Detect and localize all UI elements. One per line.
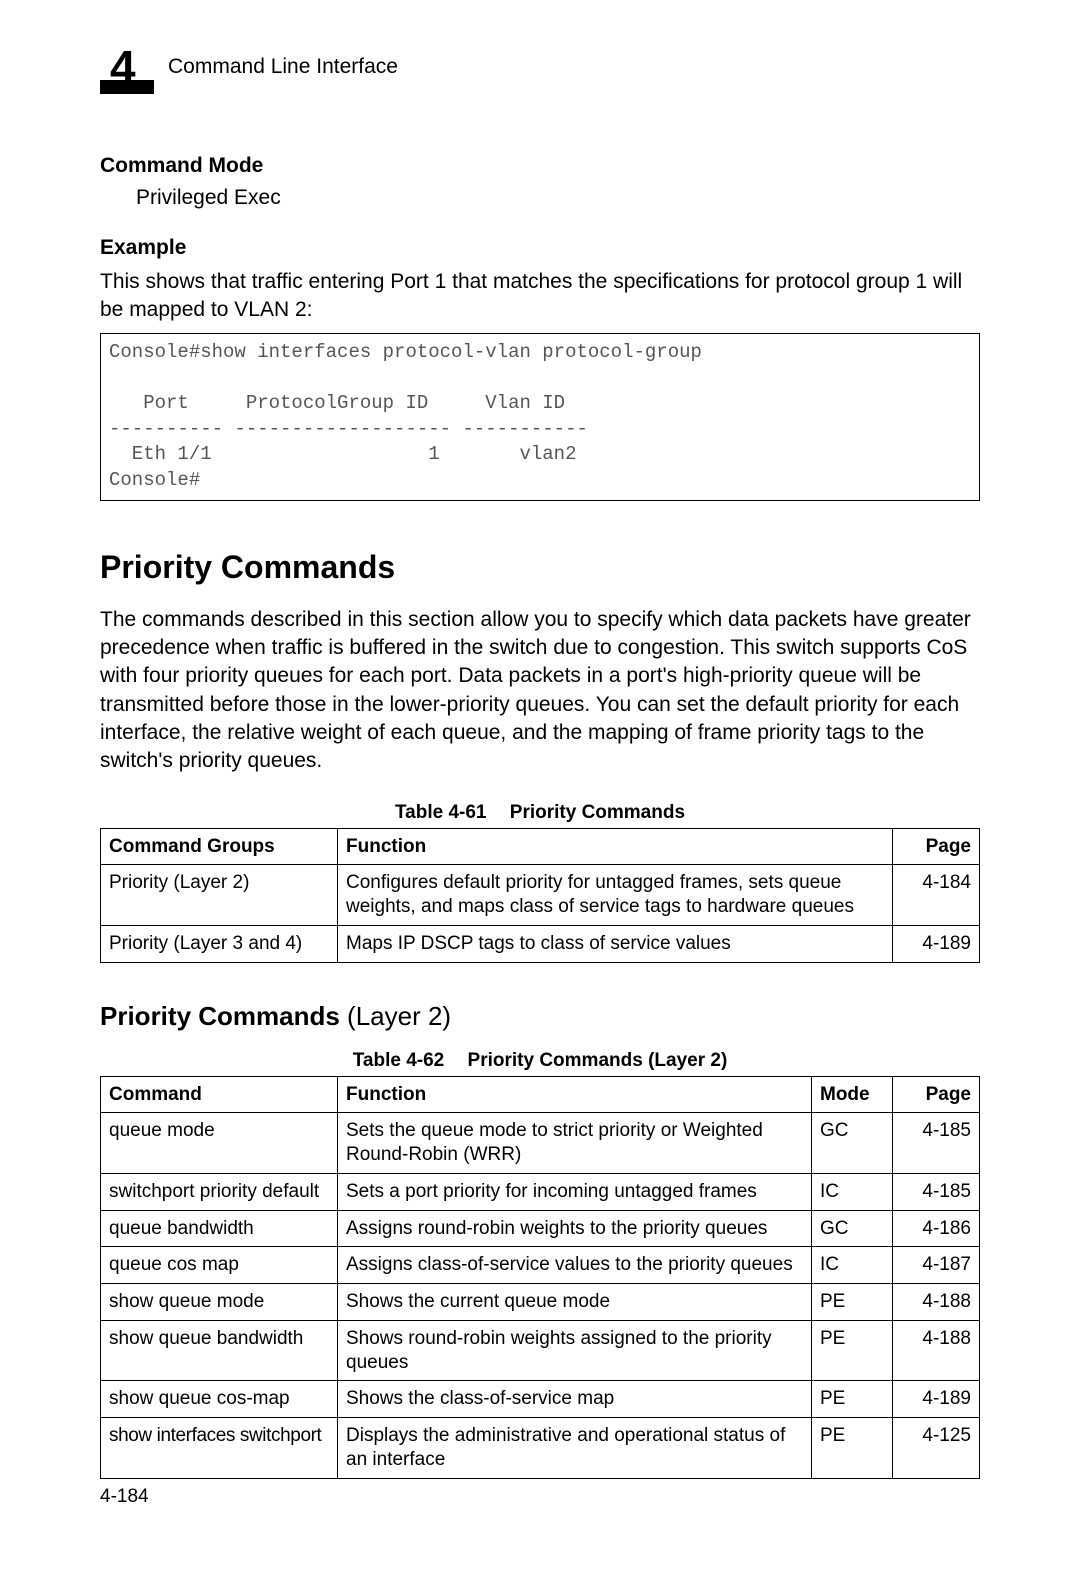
table-row: show interfaces switchport Displays the … <box>101 1418 980 1479</box>
table-row: Command Function Mode Page <box>101 1076 980 1113</box>
table-cell: 4-185 <box>893 1173 980 1210</box>
subsection-title-bold: Priority Commands <box>100 1001 340 1031</box>
table-row: queue cos map Assigns class-of-service v… <box>101 1247 980 1284</box>
table-cell: PE <box>812 1320 893 1381</box>
table-cell: Shows the current queue mode <box>338 1284 812 1321</box>
table-cell: show queue cos-map <box>101 1381 338 1418</box>
example-code-block: Console#show interfaces protocol-vlan pr… <box>100 333 980 501</box>
table-cell: GC <box>812 1113 893 1174</box>
table-cell: GC <box>812 1210 893 1247</box>
table-cell: Shows round-robin weights assigned to th… <box>338 1320 812 1381</box>
table-cell: 4-189 <box>893 1381 980 1418</box>
table-cell: Assigns class-of-service values to the p… <box>338 1247 812 1284</box>
table-cell: Maps IP DSCP tags to class of service va… <box>338 925 893 962</box>
table-header: Command <box>101 1076 338 1113</box>
table-cell: queue mode <box>101 1113 338 1174</box>
header-title: Command Line Interface <box>168 55 398 79</box>
table-row: show queue mode Shows the current queue … <box>101 1284 980 1321</box>
table-cell: 4-185 <box>893 1113 980 1174</box>
table-61: Command Groups Function Page Priority (L… <box>100 828 980 963</box>
table-cell: IC <box>812 1173 893 1210</box>
priority-commands-para: The commands described in this section a… <box>100 606 980 776</box>
chapter-number-icon: 4 <box>100 40 154 94</box>
table-cell: 4-188 <box>893 1320 980 1381</box>
table-cell: show queue bandwidth <box>101 1320 338 1381</box>
table-header: Function <box>338 828 893 865</box>
table-cell: queue bandwidth <box>101 1210 338 1247</box>
table-row: show queue bandwidth Shows round-robin w… <box>101 1320 980 1381</box>
priority-commands-layer2-title: Priority Commands (Layer 2) <box>100 1001 980 1032</box>
table-cell: 4-187 <box>893 1247 980 1284</box>
table-cell: Configures default priority for untagged… <box>338 865 893 926</box>
document-page: 4 Command Line Interface Command Mode Pr… <box>0 0 1080 1570</box>
table-cell: show interfaces switchport <box>101 1418 338 1479</box>
example-heading: Example <box>100 236 980 260</box>
table-row: Priority (Layer 3 and 4) Maps IP DSCP ta… <box>101 925 980 962</box>
page-header: 4 Command Line Interface <box>100 40 980 94</box>
table-61-caption-num: Table 4-61 <box>395 802 487 823</box>
chapter-number-glyph: 4 <box>110 41 136 93</box>
table-row: queue mode Sets the queue mode to strict… <box>101 1113 980 1174</box>
table-62: Command Function Mode Page queue mode Se… <box>100 1076 980 1479</box>
table-cell: Priority (Layer 3 and 4) <box>101 925 338 962</box>
priority-commands-title: Priority Commands <box>100 549 980 586</box>
example-description: This shows that traffic entering Port 1 … <box>100 268 980 325</box>
command-mode-heading: Command Mode <box>100 154 980 178</box>
table-cell: PE <box>812 1381 893 1418</box>
table-cell: queue cos map <box>101 1247 338 1284</box>
table-cell: 4-188 <box>893 1284 980 1321</box>
table-header: Command Groups <box>101 828 338 865</box>
table-cell: show queue mode <box>101 1284 338 1321</box>
table-cell: Displays the administrative and operatio… <box>338 1418 812 1479</box>
table-cell: 4-184 <box>893 865 980 926</box>
table-cell: Priority (Layer 2) <box>101 865 338 926</box>
table-62-caption: Table 4-62 Priority Commands (Layer 2) <box>100 1050 980 1072</box>
table-61-caption: Table 4-61 Priority Commands <box>100 802 980 824</box>
table-header: Function <box>338 1076 812 1113</box>
table-row: Command Groups Function Page <box>101 828 980 865</box>
table-61-caption-title: Priority Commands <box>510 802 685 823</box>
table-cell: Shows the class-of-service map <box>338 1381 812 1418</box>
table-62-caption-num: Table 4-62 <box>353 1050 445 1071</box>
subsection-title-light: (Layer 2) <box>340 1001 451 1031</box>
table-62-caption-title: Priority Commands (Layer 2) <box>468 1050 728 1071</box>
table-header: Mode <box>812 1076 893 1113</box>
table-cell: Sets the queue mode to strict priority o… <box>338 1113 812 1174</box>
table-cell: PE <box>812 1418 893 1479</box>
table-row: show queue cos-map Shows the class-of-se… <box>101 1381 980 1418</box>
table-cell: Assigns round-robin weights to the prior… <box>338 1210 812 1247</box>
table-cell: 4-186 <box>893 1210 980 1247</box>
table-cell: IC <box>812 1247 893 1284</box>
table-cell: PE <box>812 1284 893 1321</box>
table-row: queue bandwidth Assigns round-robin weig… <box>101 1210 980 1247</box>
table-cell: 4-189 <box>893 925 980 962</box>
table-cell: switchport priority default <box>101 1173 338 1210</box>
table-header: Page <box>893 828 980 865</box>
table-row: switchport priority default Sets a port … <box>101 1173 980 1210</box>
table-cell: Sets a port priority for incoming untagg… <box>338 1173 812 1210</box>
table-row: Priority (Layer 2) Configures default pr… <box>101 865 980 926</box>
page-number: 4-184 <box>100 1486 149 1508</box>
command-mode-value: Privileged Exec <box>136 186 980 210</box>
table-header: Page <box>893 1076 980 1113</box>
table-cell: 4-125 <box>893 1418 980 1479</box>
